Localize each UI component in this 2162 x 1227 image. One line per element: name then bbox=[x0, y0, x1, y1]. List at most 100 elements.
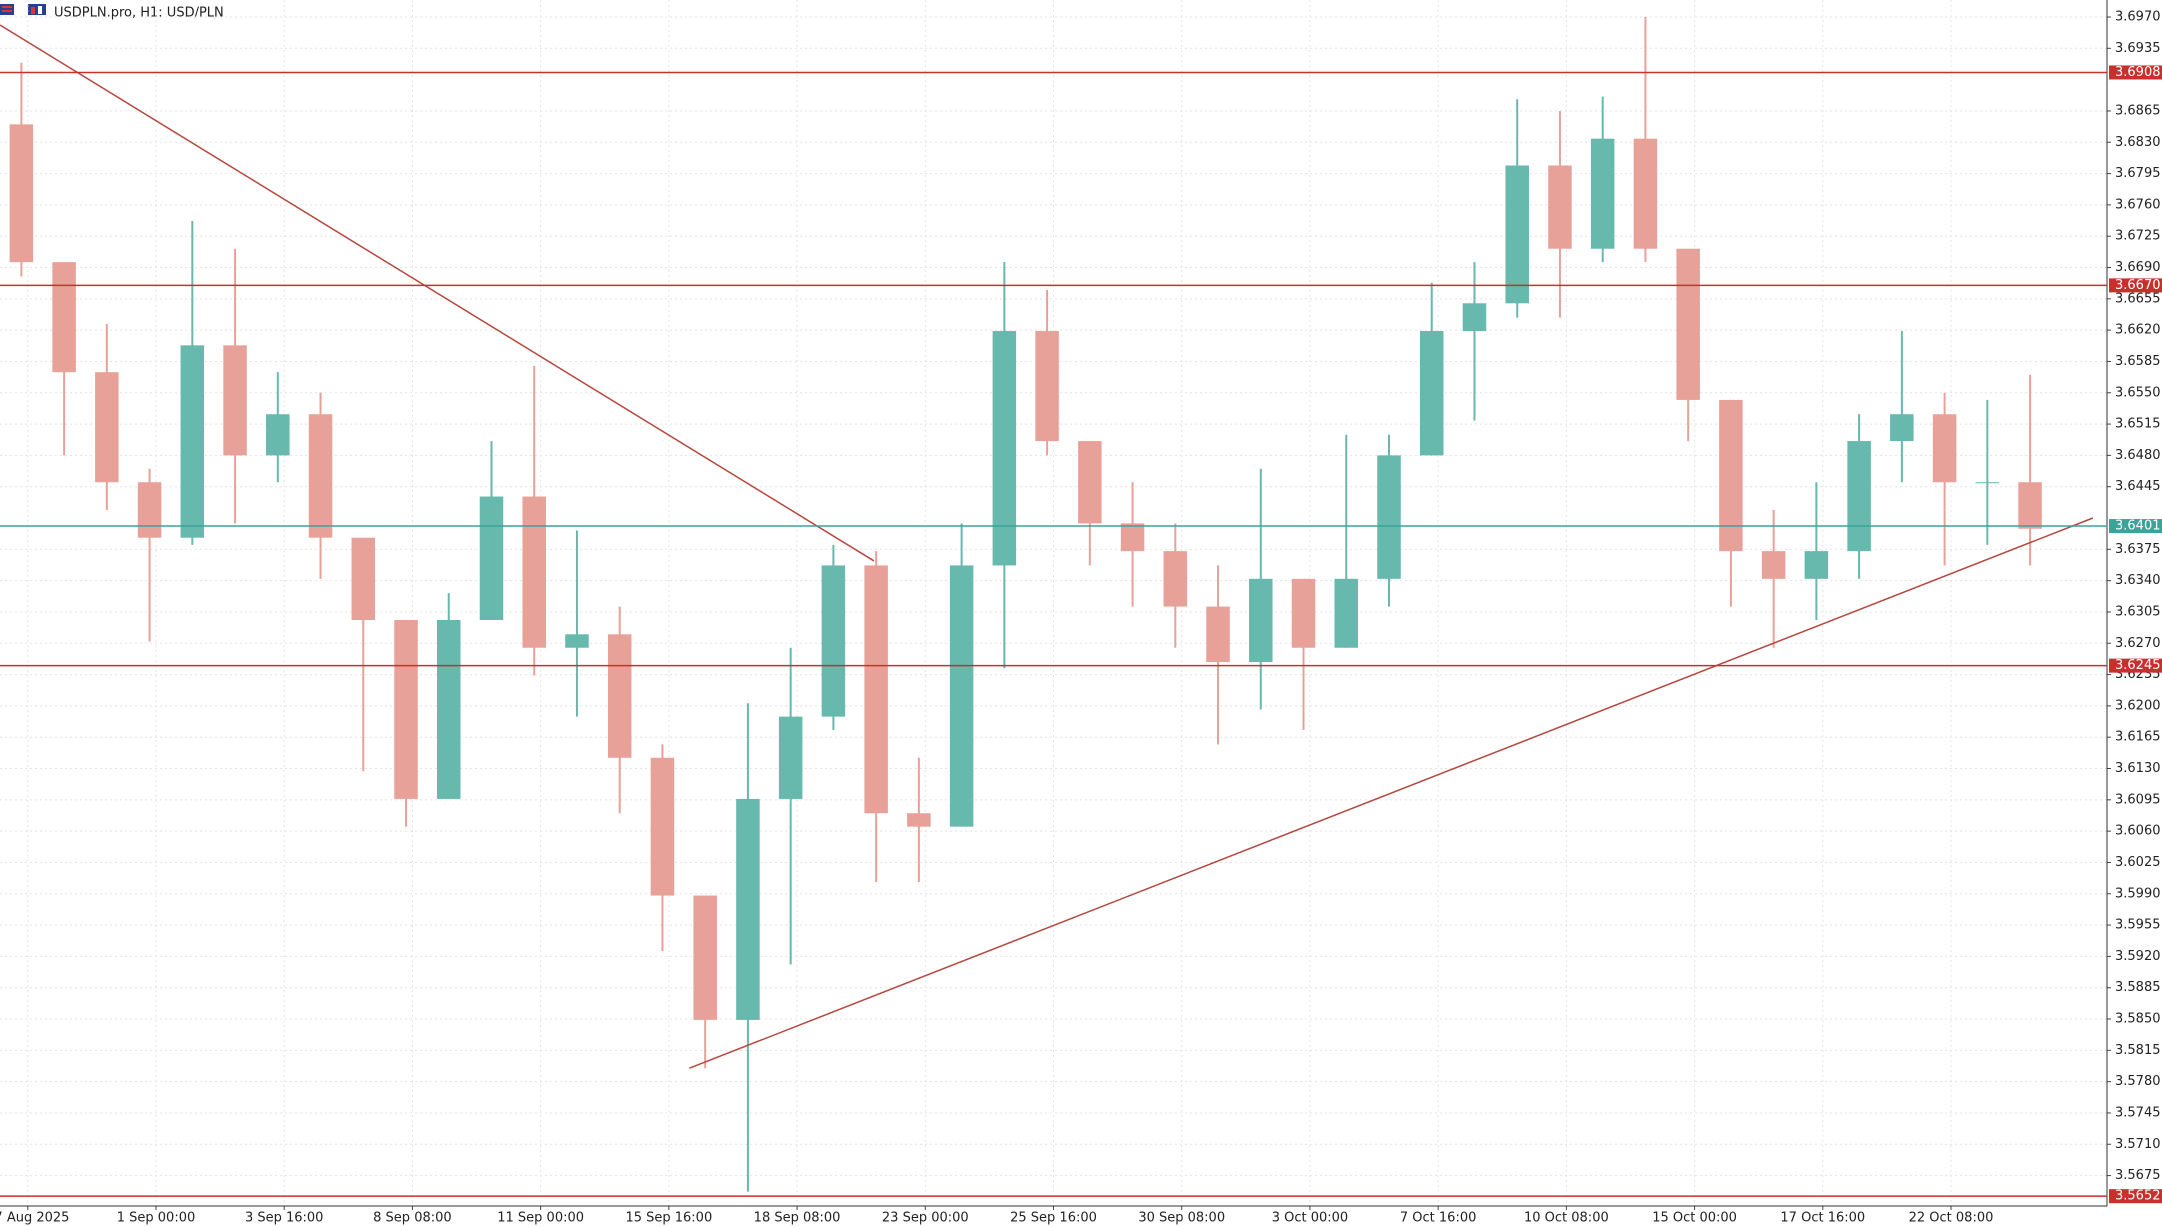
candle-body bbox=[1377, 455, 1401, 579]
price-tag-label: 3.6401 bbox=[2115, 519, 2161, 534]
y-tick-label: 3.6515 bbox=[2115, 417, 2161, 432]
x-tick-label: 17 Oct 16:00 bbox=[1780, 1211, 1865, 1226]
x-tick-label: 10 Oct 08:00 bbox=[1524, 1211, 1609, 1226]
candle-body bbox=[821, 565, 846, 717]
candle-body bbox=[266, 414, 290, 456]
candle-body bbox=[736, 798, 760, 1020]
y-tick-label: 3.6095 bbox=[2115, 792, 2161, 807]
candle-body bbox=[1761, 551, 1786, 579]
candle-body bbox=[1975, 482, 2000, 484]
chart-icon-bar bbox=[38, 6, 42, 14]
y-tick-label: 3.6830 bbox=[2115, 135, 2161, 150]
x-tick-label: 18 Sep 08:00 bbox=[754, 1211, 841, 1226]
y-tick-label: 3.5780 bbox=[2115, 1074, 2161, 1089]
candle-body bbox=[351, 537, 376, 620]
y-tick-label: 3.6620 bbox=[2115, 323, 2161, 338]
price-tag-label: 3.5652 bbox=[2115, 1189, 2161, 1204]
y-tick-label: 3.6305 bbox=[2115, 604, 2161, 619]
y-tick-label: 3.5920 bbox=[2115, 949, 2161, 964]
y-tick-label: 3.6340 bbox=[2115, 573, 2161, 588]
chart-icon-bar bbox=[31, 7, 35, 14]
candle-body bbox=[436, 619, 461, 799]
candle-body bbox=[137, 482, 162, 538]
candle-body bbox=[778, 716, 803, 799]
x-tick-label: 1 Sep 00:00 bbox=[117, 1211, 196, 1226]
candle-body bbox=[864, 565, 888, 814]
y-tick-label: 3.6760 bbox=[2115, 197, 2161, 212]
x-tick-label: 11 Sep 00:00 bbox=[497, 1211, 584, 1226]
candle-body bbox=[223, 345, 247, 456]
candle-body bbox=[693, 895, 717, 1020]
x-tick-label: 7 Oct 16:00 bbox=[1400, 1211, 1476, 1226]
candle-body bbox=[1462, 303, 1487, 332]
price-tag-label: 3.6670 bbox=[2115, 278, 2161, 293]
y-tick-label: 3.6935 bbox=[2115, 41, 2161, 56]
y-tick-label: 3.5675 bbox=[2115, 1168, 2161, 1183]
candle-body bbox=[1505, 165, 1529, 304]
price-tag-label: 3.6908 bbox=[2115, 65, 2161, 80]
x-tick-label: 15 Sep 16:00 bbox=[625, 1211, 712, 1226]
y-tick-label: 3.6550 bbox=[2115, 385, 2161, 400]
y-tick-label: 3.5745 bbox=[2115, 1105, 2161, 1120]
candle-body bbox=[1120, 523, 1145, 552]
candle-body bbox=[949, 565, 974, 827]
candle-body bbox=[394, 619, 418, 799]
trendline bbox=[0, 24, 875, 562]
flag-icon bbox=[0, 4, 14, 15]
candle-body bbox=[1078, 441, 1102, 524]
candle-body bbox=[992, 331, 1017, 566]
x-tick-label: 25 Sep 16:00 bbox=[1010, 1211, 1097, 1226]
candle-body bbox=[907, 813, 931, 827]
candle-body bbox=[1804, 551, 1829, 579]
y-tick-label: 3.6060 bbox=[2115, 824, 2161, 839]
candle-body bbox=[180, 345, 205, 538]
candle-body bbox=[650, 757, 675, 896]
candle-body bbox=[1932, 414, 1957, 483]
candle-body bbox=[479, 496, 504, 620]
candle-body bbox=[9, 124, 34, 263]
y-tick-label: 3.6655 bbox=[2115, 291, 2161, 306]
y-tick-label: 3.5955 bbox=[2115, 918, 2161, 933]
candle-body bbox=[607, 634, 632, 758]
candle-body bbox=[1249, 578, 1273, 663]
candle-body bbox=[1719, 399, 1743, 552]
x-tick-label: 3 Sep 16:00 bbox=[245, 1211, 324, 1226]
chart-icon bbox=[28, 4, 46, 15]
candle-body bbox=[1206, 606, 1230, 663]
x-tick-label: 22 Oct 08:00 bbox=[1909, 1211, 1994, 1226]
candle-body bbox=[1291, 578, 1316, 648]
candle-body bbox=[1633, 138, 1658, 249]
candle-body bbox=[308, 414, 333, 538]
candle-body bbox=[1847, 441, 1871, 552]
y-tick-label: 3.6165 bbox=[2115, 730, 2161, 745]
y-tick-label: 3.6445 bbox=[2115, 479, 2161, 494]
candle-body bbox=[1334, 578, 1359, 648]
price-tag-label: 3.6245 bbox=[2115, 658, 2161, 673]
candle-body bbox=[1676, 248, 1700, 400]
x-tick-label: 23 Sep 00:00 bbox=[882, 1211, 969, 1226]
x-tick-label: 27 Aug 2025 bbox=[0, 1211, 69, 1226]
y-tick-label: 3.6865 bbox=[2115, 103, 2161, 118]
candle-body bbox=[1419, 331, 1444, 456]
y-tick-label: 3.6585 bbox=[2115, 354, 2161, 369]
candle-body bbox=[1890, 414, 1914, 442]
y-tick-label: 3.6970 bbox=[2115, 9, 2161, 24]
y-tick-label: 3.6130 bbox=[2115, 761, 2161, 776]
price-tag bbox=[2109, 1189, 2162, 1204]
candle-body bbox=[52, 262, 76, 373]
flag-stripe bbox=[2, 6, 12, 8]
price-tag bbox=[2109, 658, 2162, 673]
y-tick-label: 3.5710 bbox=[2115, 1137, 2161, 1152]
trendline bbox=[689, 517, 2094, 1069]
candle-body bbox=[1548, 165, 1572, 249]
x-tick-label: 3 Oct 00:00 bbox=[1272, 1211, 1348, 1226]
candle-body bbox=[522, 496, 546, 648]
price-tag bbox=[2109, 519, 2162, 534]
x-tick-label: 30 Sep 08:00 bbox=[1138, 1211, 1225, 1226]
x-tick-label: 15 Oct 00:00 bbox=[1652, 1211, 1737, 1226]
y-tick-label: 3.6480 bbox=[2115, 448, 2161, 463]
y-tick-label: 3.6025 bbox=[2115, 855, 2161, 870]
candle-body bbox=[1035, 331, 1059, 442]
